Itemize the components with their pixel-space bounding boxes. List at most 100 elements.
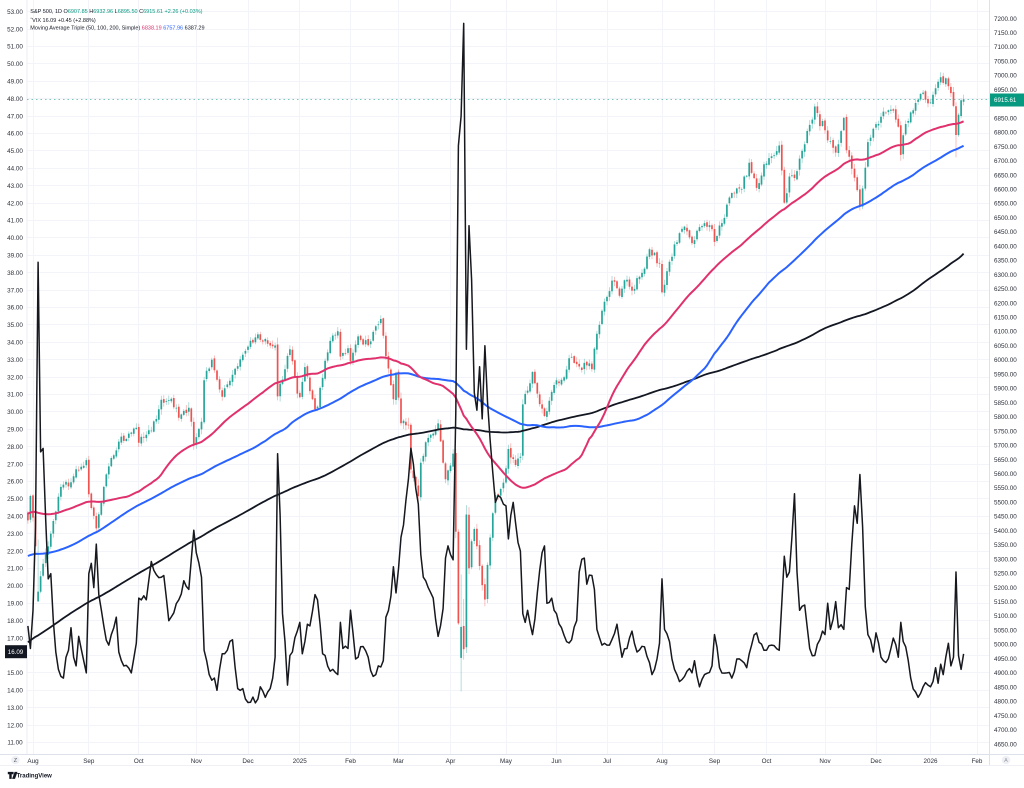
svg-text:6050.00: 6050.00: [994, 343, 1017, 350]
svg-text:49.00: 49.00: [7, 79, 23, 86]
svg-text:Oct: Oct: [134, 758, 144, 765]
svg-text:5700.00: 5700.00: [994, 443, 1017, 450]
svg-text:22.00: 22.00: [7, 548, 23, 555]
svg-text:14.00: 14.00: [7, 688, 23, 695]
svg-text:6200.00: 6200.00: [994, 300, 1017, 307]
svg-text:5500.00: 5500.00: [994, 499, 1017, 506]
svg-text:50.00: 50.00: [7, 61, 23, 68]
svg-text:6750.00: 6750.00: [994, 144, 1017, 151]
svg-text:6850.00: 6850.00: [994, 115, 1017, 122]
svg-text:Mar: Mar: [393, 758, 404, 765]
svg-text:5950.00: 5950.00: [994, 371, 1017, 378]
svg-text:15.00: 15.00: [7, 670, 23, 677]
svg-text:18.00: 18.00: [7, 618, 23, 625]
svg-text:Oct: Oct: [762, 758, 772, 765]
svg-text:12.00: 12.00: [7, 722, 23, 729]
svg-text:45.00: 45.00: [7, 148, 23, 155]
svg-text:11.00: 11.00: [7, 740, 23, 747]
svg-text:6000.00: 6000.00: [994, 357, 1017, 364]
svg-text:26.00: 26.00: [7, 479, 23, 486]
svg-text:16.09: 16.09: [8, 649, 24, 656]
svg-text:23.00: 23.00: [7, 531, 23, 538]
svg-text:Jul: Jul: [603, 758, 611, 765]
svg-text:5600.00: 5600.00: [994, 471, 1017, 478]
svg-text:Sep: Sep: [709, 758, 721, 765]
svg-text:Nov: Nov: [819, 758, 831, 765]
svg-text:Apr: Apr: [446, 758, 456, 765]
svg-text:29.00: 29.00: [7, 427, 23, 434]
svg-text:5400.00: 5400.00: [994, 528, 1017, 535]
svg-text:5850.00: 5850.00: [994, 400, 1017, 407]
svg-text:21.00: 21.00: [7, 566, 23, 573]
svg-text:6450.00: 6450.00: [994, 229, 1017, 236]
svg-text:27.00: 27.00: [7, 461, 23, 468]
svg-text:Aug: Aug: [27, 758, 39, 765]
svg-text:7050.00: 7050.00: [994, 59, 1017, 66]
svg-text:Feb: Feb: [972, 758, 983, 765]
svg-text:Z: Z: [14, 758, 18, 764]
svg-text:6250.00: 6250.00: [994, 286, 1017, 293]
svg-text:5650.00: 5650.00: [994, 457, 1017, 464]
svg-text:20.00: 20.00: [7, 583, 23, 590]
svg-text:6400.00: 6400.00: [994, 243, 1017, 250]
svg-text:7000.00: 7000.00: [994, 73, 1017, 80]
svg-text:5100.00: 5100.00: [994, 613, 1017, 620]
svg-text:30.00: 30.00: [7, 409, 23, 416]
svg-text:33.00: 33.00: [7, 357, 23, 364]
svg-text:2025: 2025: [293, 758, 308, 765]
svg-text:5200.00: 5200.00: [994, 585, 1017, 592]
svg-text:Jun: Jun: [551, 758, 562, 765]
svg-text:35.00: 35.00: [7, 322, 23, 329]
svg-text:5350.00: 5350.00: [994, 542, 1017, 549]
svg-text:Nov: Nov: [191, 758, 203, 765]
svg-text:5450.00: 5450.00: [994, 514, 1017, 521]
svg-text:13.00: 13.00: [7, 705, 23, 712]
svg-text:51.00: 51.00: [7, 44, 23, 51]
svg-text:ˆVIX 16.09 +0.45 (+2.88%): ˆVIX 16.09 +0.45 (+2.88%): [30, 18, 96, 24]
svg-text:Aug: Aug: [656, 758, 668, 765]
svg-text:7200.00: 7200.00: [994, 16, 1017, 23]
svg-text:36.00: 36.00: [7, 305, 23, 312]
svg-text:43.00: 43.00: [7, 183, 23, 190]
svg-text:41.00: 41.00: [7, 218, 23, 225]
svg-text:4900.00: 4900.00: [994, 670, 1017, 677]
svg-text:5300.00: 5300.00: [994, 556, 1017, 563]
svg-text:5900.00: 5900.00: [994, 386, 1017, 393]
svg-text:42.00: 42.00: [7, 200, 23, 207]
svg-text:40.00: 40.00: [7, 235, 23, 242]
svg-text:5800.00: 5800.00: [994, 414, 1017, 421]
svg-text:19.00: 19.00: [7, 601, 23, 608]
svg-text:6800.00: 6800.00: [994, 130, 1017, 137]
svg-text:7100.00: 7100.00: [994, 44, 1017, 51]
svg-text:Sep: Sep: [83, 758, 95, 765]
svg-text:A: A: [1004, 758, 1008, 764]
svg-text:2026: 2026: [923, 758, 938, 765]
svg-text:Dec: Dec: [870, 758, 881, 765]
svg-text:S&P 500, 1D O6907.85 H6932.96: S&P 500, 1D O6907.85 H6932.96 L6895.50 C…: [30, 9, 202, 15]
svg-text:4700.00: 4700.00: [994, 727, 1017, 734]
svg-text:46.00: 46.00: [7, 131, 23, 138]
svg-text:6500.00: 6500.00: [994, 215, 1017, 222]
svg-text:34.00: 34.00: [7, 340, 23, 347]
svg-text:6950.00: 6950.00: [994, 87, 1017, 94]
svg-text:4950.00: 4950.00: [994, 656, 1017, 663]
svg-text:6700.00: 6700.00: [994, 158, 1017, 165]
svg-text:May: May: [500, 758, 513, 765]
svg-text:17.00: 17.00: [7, 635, 23, 642]
svg-text:5250.00: 5250.00: [994, 571, 1017, 578]
svg-text:TradingView: TradingView: [17, 773, 53, 779]
svg-text:28.00: 28.00: [7, 444, 23, 451]
svg-text:Moving Average Triple (50, 100: Moving Average Triple (50, 100, 200, Sim…: [30, 25, 204, 31]
svg-text:5050.00: 5050.00: [994, 628, 1017, 635]
svg-text:4800.00: 4800.00: [994, 699, 1017, 706]
svg-text:5150.00: 5150.00: [994, 599, 1017, 606]
svg-text:6550.00: 6550.00: [994, 201, 1017, 208]
svg-text:7150.00: 7150.00: [994, 30, 1017, 37]
svg-text:6100.00: 6100.00: [994, 329, 1017, 336]
svg-text:6650.00: 6650.00: [994, 172, 1017, 179]
svg-text:47.00: 47.00: [7, 113, 23, 120]
svg-text:53.00: 53.00: [7, 9, 23, 16]
svg-text:25.00: 25.00: [7, 496, 23, 503]
svg-text:Dec: Dec: [242, 758, 253, 765]
svg-text:6350.00: 6350.00: [994, 258, 1017, 265]
